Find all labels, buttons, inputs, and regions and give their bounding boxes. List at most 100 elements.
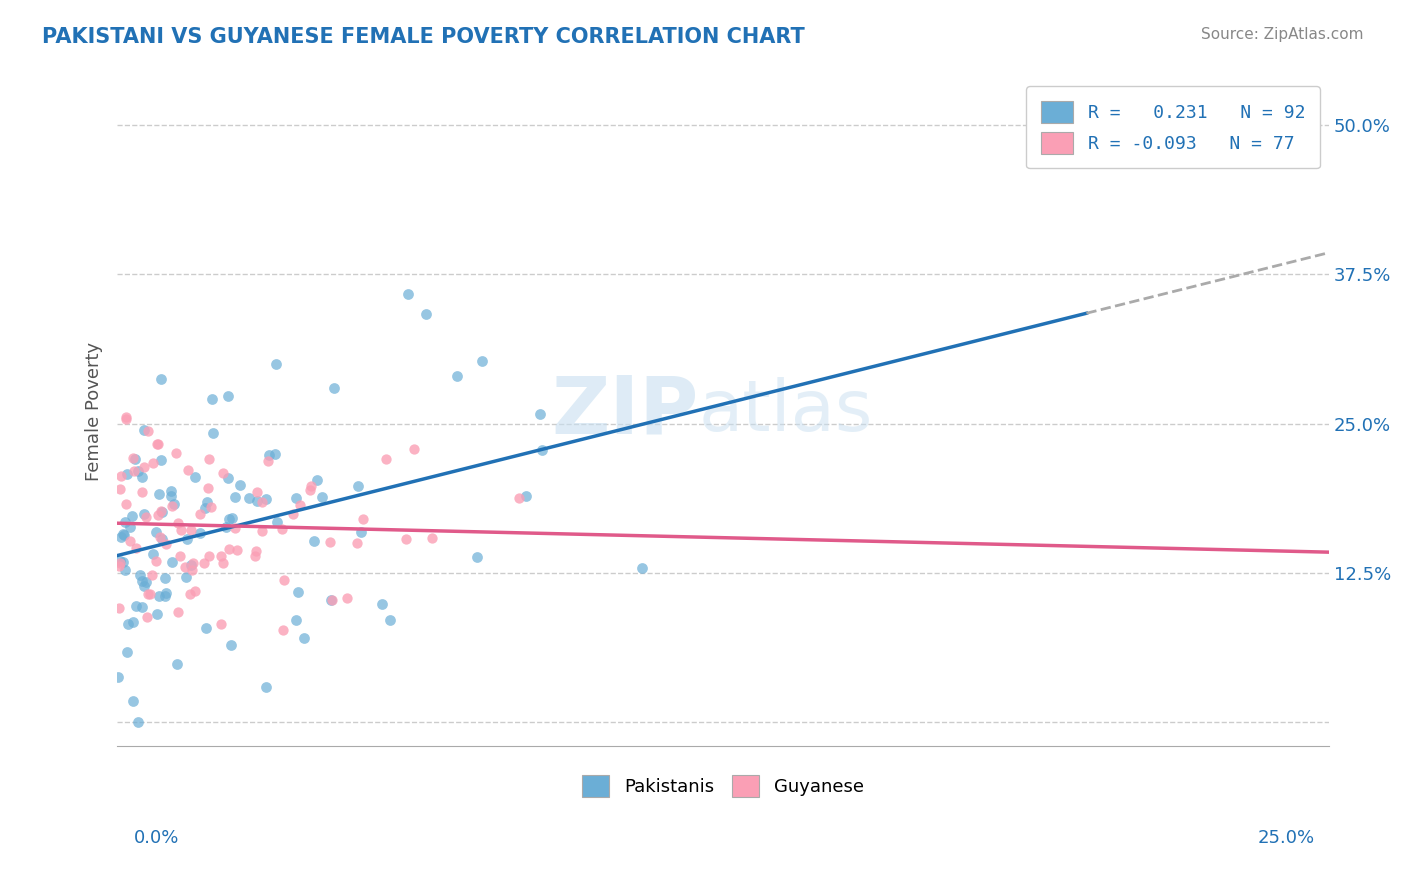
Point xyxy=(167,516,190,530)
Point xyxy=(221,511,243,525)
Point xyxy=(299,479,322,493)
Point xyxy=(194,501,217,516)
Point xyxy=(197,451,219,466)
Point xyxy=(155,585,177,599)
Point xyxy=(245,544,267,558)
Point xyxy=(148,589,170,603)
Point xyxy=(467,549,489,564)
Point xyxy=(122,450,145,465)
Point xyxy=(370,597,392,611)
Point xyxy=(160,484,183,499)
Point xyxy=(515,489,537,503)
Point xyxy=(108,601,131,615)
Point xyxy=(135,509,157,524)
Point xyxy=(529,408,551,422)
Point xyxy=(225,543,247,558)
Point xyxy=(287,585,309,599)
Point xyxy=(150,505,173,519)
Point xyxy=(111,555,134,569)
Point xyxy=(195,621,218,635)
Point xyxy=(273,573,295,587)
Point xyxy=(302,533,325,548)
Point xyxy=(115,467,138,481)
Point xyxy=(153,589,176,603)
Point xyxy=(148,508,170,522)
Point xyxy=(121,615,143,630)
Point xyxy=(153,571,176,585)
Point xyxy=(132,423,155,437)
Point xyxy=(160,499,183,513)
Point xyxy=(124,452,146,467)
Point xyxy=(471,353,494,368)
Point xyxy=(290,498,312,512)
Point xyxy=(197,481,219,495)
Point xyxy=(131,599,153,614)
Point xyxy=(124,599,146,613)
Point xyxy=(179,586,201,600)
Point xyxy=(264,357,287,371)
Point xyxy=(128,567,150,582)
Point xyxy=(285,491,308,505)
Point xyxy=(141,567,163,582)
Point xyxy=(219,638,242,652)
Point xyxy=(273,624,295,638)
Point xyxy=(149,504,172,518)
Point xyxy=(146,437,169,451)
Point xyxy=(117,617,139,632)
Point xyxy=(246,494,269,508)
Point xyxy=(150,453,173,467)
Point xyxy=(127,715,149,730)
Point xyxy=(347,479,370,493)
Point xyxy=(114,410,136,425)
Point xyxy=(402,442,425,456)
Point xyxy=(159,489,181,503)
Point xyxy=(218,512,240,526)
Point xyxy=(184,584,207,599)
Point xyxy=(131,469,153,483)
Point xyxy=(131,485,153,500)
Point xyxy=(165,446,187,460)
Point xyxy=(145,524,167,539)
Point xyxy=(115,645,138,659)
Point xyxy=(114,564,136,578)
Point xyxy=(254,492,277,507)
Point xyxy=(319,534,342,549)
Point xyxy=(174,570,197,584)
Point xyxy=(131,574,153,589)
Text: atlas: atlas xyxy=(699,377,873,446)
Point xyxy=(250,495,273,509)
Point xyxy=(224,521,246,535)
Point xyxy=(202,426,225,441)
Point xyxy=(135,575,157,590)
Point xyxy=(134,508,156,522)
Point xyxy=(374,451,396,466)
Point xyxy=(336,591,359,605)
Point xyxy=(150,372,173,386)
Point xyxy=(181,556,204,570)
Point xyxy=(183,469,205,483)
Point xyxy=(215,519,238,533)
Text: PAKISTANI VS GUYANESE FEMALE POVERTY CORRELATION CHART: PAKISTANI VS GUYANESE FEMALE POVERTY COR… xyxy=(42,27,804,46)
Text: 0.0%: 0.0% xyxy=(134,829,179,847)
Point xyxy=(135,610,157,624)
Point xyxy=(212,466,235,480)
Text: Source: ZipAtlas.com: Source: ZipAtlas.com xyxy=(1201,27,1364,42)
Point xyxy=(346,536,368,550)
Point xyxy=(152,533,174,547)
Point xyxy=(174,559,197,574)
Point xyxy=(170,523,193,537)
Point xyxy=(508,491,530,505)
Point xyxy=(193,556,215,570)
Point xyxy=(298,483,321,498)
Point xyxy=(246,485,269,500)
Point xyxy=(378,613,401,627)
Point xyxy=(284,613,307,627)
Point xyxy=(229,478,252,492)
Point xyxy=(224,490,246,504)
Point xyxy=(254,680,277,694)
Point xyxy=(180,558,202,572)
Point xyxy=(162,555,184,569)
Point xyxy=(136,424,159,438)
Point xyxy=(122,464,145,478)
Point xyxy=(264,447,287,461)
